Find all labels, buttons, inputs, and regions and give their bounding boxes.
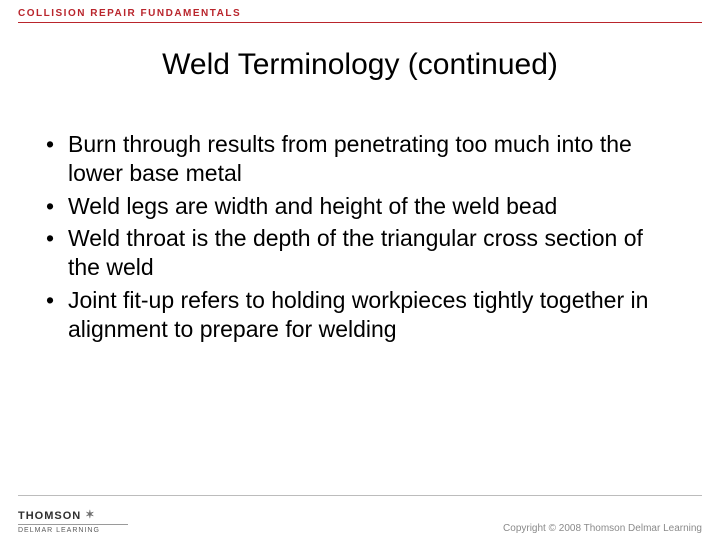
publisher-logo: THOMSON DELMAR LEARNING <box>18 511 128 534</box>
header-bar: COLLISION REPAIR FUNDAMENTALS <box>18 8 702 30</box>
publisher-main: THOMSON <box>18 511 128 522</box>
brand-text: COLLISION REPAIR FUNDAMENTALS <box>18 8 702 19</box>
list-item: Burn through results from penetrating to… <box>40 130 670 188</box>
list-item: Weld legs are width and height of the we… <box>40 192 670 221</box>
footer-bar: THOMSON DELMAR LEARNING Copyright © 2008… <box>18 495 702 534</box>
copyright-text: Copyright © 2008 Thomson Delmar Learning <box>503 523 702 534</box>
list-item: Joint fit-up refers to holding workpiece… <box>40 286 670 344</box>
list-item: Weld throat is the depth of the triangul… <box>40 224 670 282</box>
body-content: Burn through results from penetrating to… <box>40 130 670 347</box>
page-title: Weld Terminology (continued) <box>0 48 720 82</box>
bullet-list: Burn through results from penetrating to… <box>40 130 670 343</box>
publisher-sub: DELMAR LEARNING <box>18 524 128 534</box>
header-rule <box>18 22 702 23</box>
star-icon <box>85 512 95 522</box>
publisher-main-text: THOMSON <box>18 511 81 522</box>
